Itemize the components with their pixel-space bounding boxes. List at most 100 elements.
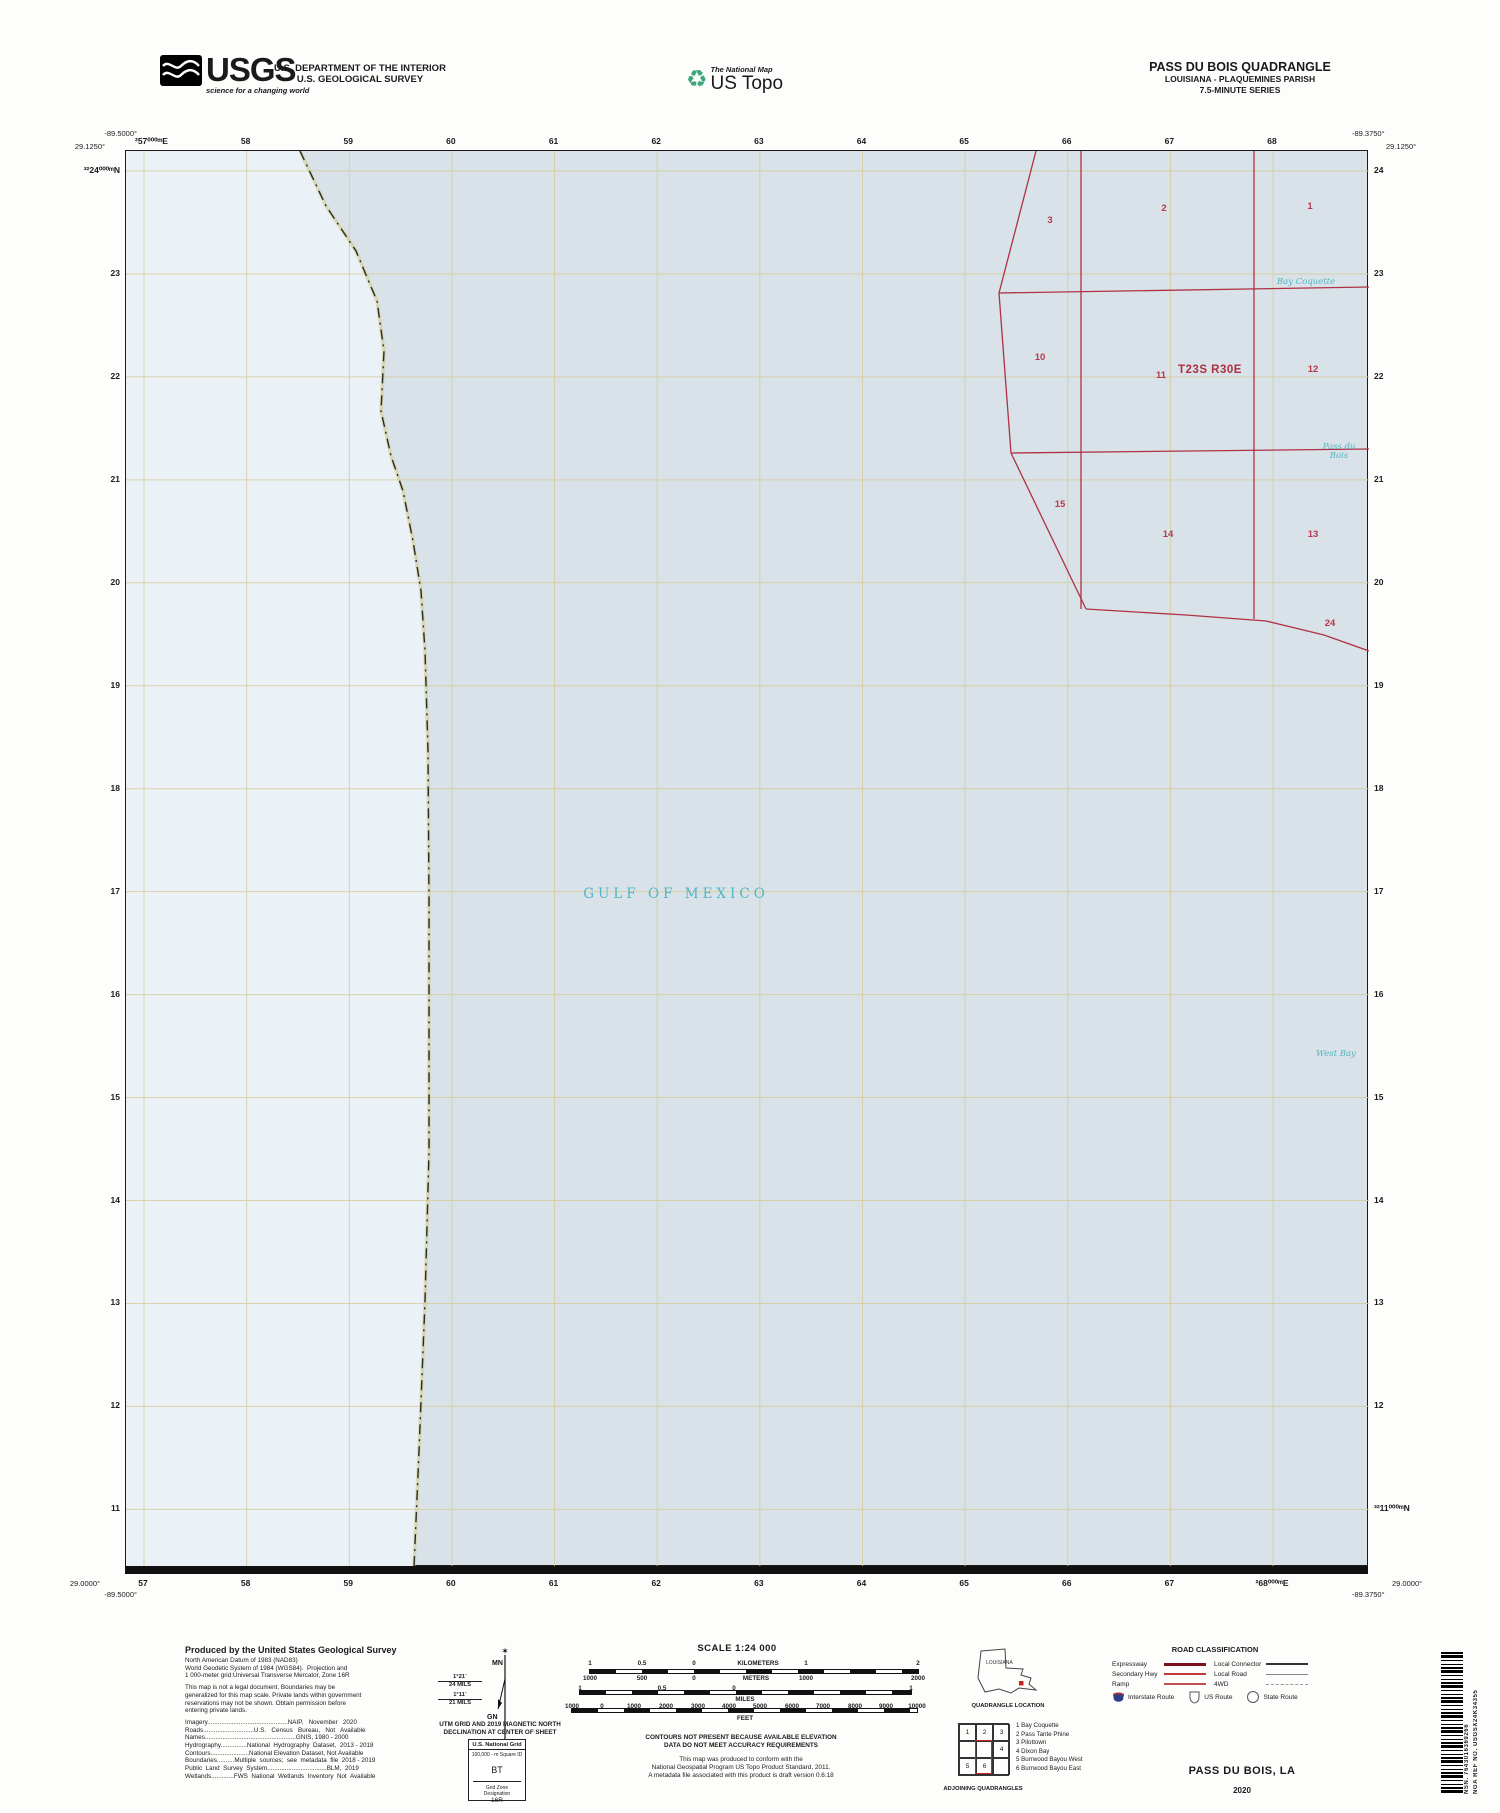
local-road-line-sample <box>1266 1673 1308 1675</box>
scale-tick-label: 0.5 <box>657 1685 667 1692</box>
grid-easting-label: 68 <box>1267 136 1277 146</box>
adjoining-quadrangles-caption: ADJOINING QUADRANGLES <box>943 1786 1023 1792</box>
scale-tick-label: 9000 <box>878 1703 894 1710</box>
grid-northing-label: 23 <box>110 267 120 278</box>
conformance-note: This map was produced to conform with th… <box>591 1756 891 1780</box>
scale-title: SCALE 1:24 000 <box>697 1643 777 1654</box>
utm-grid-lines <box>126 151 1369 1567</box>
national-map-brand: The National Map <box>710 65 773 74</box>
declination-diagram: ✶ MN GN <box>487 1646 509 1753</box>
credits-line: Hydrography...............National Hydro… <box>185 1742 374 1750</box>
scale-tick-label: KILOMETERS <box>737 1660 779 1667</box>
grid-northing-label: 18 <box>110 782 120 793</box>
credits-line: Wetlands.............FWS National Wetlan… <box>185 1772 376 1780</box>
adjoining-quad-cell: 1 <box>959 1724 976 1741</box>
road-type-label: Secondary Hwy <box>1112 1670 1158 1678</box>
scale-tick-label: 0 <box>732 1685 736 1692</box>
credits-line: Public Land Survey System...............… <box>185 1765 359 1773</box>
grid-easting-label: 65 <box>959 1578 969 1588</box>
scale-tick-label: 1 <box>578 1685 582 1692</box>
water-feature-label: West Bay <box>1316 1049 1356 1059</box>
adjoining-quad-name: 6 Burrwood Bayou East <box>1016 1764 1082 1772</box>
scale-tick-label: 1 <box>588 1660 592 1667</box>
state-name-label: LOUISIANA <box>986 1660 1013 1666</box>
adjoining-quad-name: 5 Burrwood Bayou West <box>1016 1756 1083 1763</box>
grid-northing-label: 23 <box>1374 267 1384 278</box>
grid-easting-label: 60 <box>446 136 456 146</box>
plss-section-number: 1 <box>1307 201 1313 212</box>
ustopo-recycle-icon: ♻ <box>686 65 708 93</box>
scale-tick-label: 1 <box>804 1660 808 1667</box>
plss-section-number: 3 <box>1047 215 1053 226</box>
mn-degrees: 1°21´ <box>438 1674 482 1682</box>
ramp-line-sample <box>1164 1683 1206 1685</box>
adjoining-quad-cell: 2 <box>976 1724 993 1741</box>
road-type-label: Local Connector <box>1214 1660 1262 1668</box>
credits-line: North American Datum of 1983 (NAD83) <box>185 1657 298 1664</box>
legend-row: Ramp 4WD <box>1112 1679 1322 1689</box>
grid-easting-label: 58 <box>240 136 251 146</box>
adjoining-quad-cell: 5 <box>959 1758 976 1775</box>
credits-lines: North American Datum of 1983 (NAD83) Worl… <box>185 1657 485 1781</box>
conform-line1: This map was produced to conform with th… <box>679 1756 803 1763</box>
credits-line: This map is not a legal document. Bounda… <box>185 1684 336 1692</box>
scale-tick-label: METERS <box>742 1675 770 1682</box>
water-feature-label: Bay Coquette <box>1276 277 1336 287</box>
department-header: U.S. DEPARTMENT OF THE INTERIOR U.S. GEO… <box>250 63 470 85</box>
quadrangle-title: PASS DU BOIS QUADRANGLE LOUISIANA - PLAQ… <box>1080 60 1400 96</box>
scale-tick-label: 1000 <box>626 1703 642 1710</box>
usgs-wave-icon <box>160 55 202 86</box>
usng-title: U.S. National Grid <box>469 1740 525 1750</box>
plss-section-number: 14 <box>1162 529 1174 540</box>
road-type-label: Ramp <box>1112 1680 1130 1688</box>
scale-bar <box>589 1669 919 1674</box>
plss-section-number: 24 <box>1324 618 1336 629</box>
shallow-water-region <box>126 151 429 1567</box>
usgs-logo: USGS science for a changing world <box>160 53 309 95</box>
grid-easting-label: 61 <box>548 136 559 146</box>
grid-northing-label: ³²24⁰⁰⁰ᵐN <box>83 165 120 175</box>
township-range-label: T23S R30E <box>1178 364 1242 376</box>
grid-easting-label: 65 <box>959 136 969 146</box>
credits-line: World Geodetic System of 1984 (WGS84). P… <box>185 1664 348 1672</box>
grid-northing-label: 12 <box>110 1400 120 1411</box>
adjoining-quad-name: 1 Bay Coquette <box>1016 1722 1059 1729</box>
scale-tick-label: 10000 <box>908 1703 926 1710</box>
quad-state-parish: LOUISIANA - PLAQUEMINES PARISH <box>1164 74 1316 84</box>
grid-northing-label: 17 <box>110 885 120 896</box>
grid-northing-label: 14 <box>1374 1194 1384 1205</box>
credits-line: Roads.............................U.S. C… <box>185 1726 366 1734</box>
road-type-label: 4WD <box>1214 1680 1229 1688</box>
grid-easting-label: 64 <box>856 1578 867 1588</box>
adjoining-quad-name: 4 Dixon Bay <box>1016 1747 1050 1755</box>
gn-degrees: 1°11´ <box>438 1692 482 1700</box>
gn-label: GN <box>487 1714 498 1721</box>
grid-northing-label: 12 <box>1374 1400 1384 1411</box>
map-border-bar <box>125 1566 1368 1574</box>
state-locator-map: LOUISIANA <box>977 1648 1038 1694</box>
corner-coord: 29.0000° <box>1392 1579 1423 1588</box>
grid-easting-label: 63 <box>754 1578 764 1588</box>
grid-easting-label: 64 <box>856 136 867 146</box>
scale-tick-label: 0 <box>692 1675 696 1682</box>
adjoining-quad-cell <box>959 1741 976 1758</box>
usng-subtitle: 100,000 - m Square ID <box>471 1752 523 1758</box>
us-route-item: US Route <box>1188 1690 1232 1704</box>
conform-line2: National Geospatial Program US Topo Prod… <box>651 1764 831 1771</box>
grid-easting-label: 58 <box>240 1578 251 1588</box>
adjoining-quad-cell <box>993 1758 1010 1775</box>
grid-northing-label: 20 <box>110 576 120 587</box>
grid-northing-label: 22 <box>1374 370 1384 381</box>
sheet-name: PASS DU BOIS, LA <box>1188 1765 1296 1777</box>
scale-tick-label: 0 <box>600 1703 604 1710</box>
usng-zone: 16R <box>491 1797 503 1804</box>
state-route-item: State Route <box>1246 1690 1298 1704</box>
grid-northing-label: 15 <box>110 1091 120 1102</box>
plss-section-number: 15 <box>1054 499 1066 510</box>
barcode <box>1441 1652 1463 1794</box>
plss-section-number: 12 <box>1307 364 1319 375</box>
interstate-shield-icon <box>1113 1692 1124 1702</box>
credits-title: Produced by the United States Geological… <box>185 1645 397 1655</box>
adjoining-quad-cell <box>976 1741 993 1758</box>
